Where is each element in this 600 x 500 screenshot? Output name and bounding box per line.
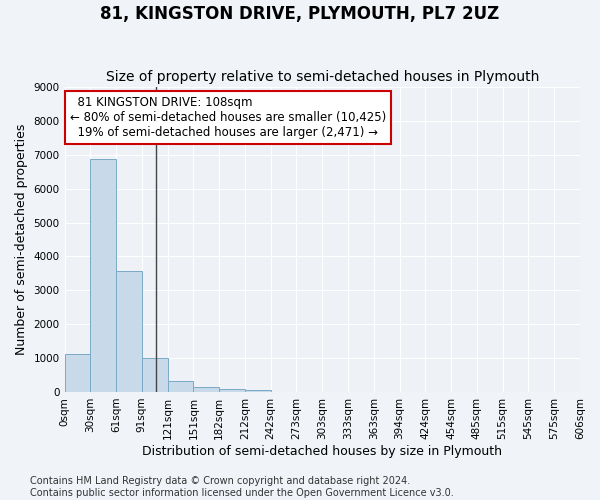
- Title: Size of property relative to semi-detached houses in Plymouth: Size of property relative to semi-detach…: [106, 70, 539, 85]
- Text: Contains HM Land Registry data © Crown copyright and database right 2024.
Contai: Contains HM Land Registry data © Crown c…: [30, 476, 454, 498]
- Bar: [219, 388, 245, 392]
- Y-axis label: Number of semi-detached properties: Number of semi-detached properties: [15, 124, 28, 355]
- Bar: [116, 272, 142, 392]
- X-axis label: Distribution of semi-detached houses by size in Plymouth: Distribution of semi-detached houses by …: [142, 444, 502, 458]
- Text: 81 KINGSTON DRIVE: 108sqm
← 80% of semi-detached houses are smaller (10,425)
  1: 81 KINGSTON DRIVE: 108sqm ← 80% of semi-…: [70, 96, 386, 139]
- Bar: [193, 387, 219, 392]
- Bar: [65, 354, 91, 392]
- Bar: [167, 381, 193, 392]
- Text: 81, KINGSTON DRIVE, PLYMOUTH, PL7 2UZ: 81, KINGSTON DRIVE, PLYMOUTH, PL7 2UZ: [100, 5, 500, 23]
- Bar: [142, 358, 167, 392]
- Bar: [91, 159, 116, 392]
- Bar: [245, 390, 271, 392]
